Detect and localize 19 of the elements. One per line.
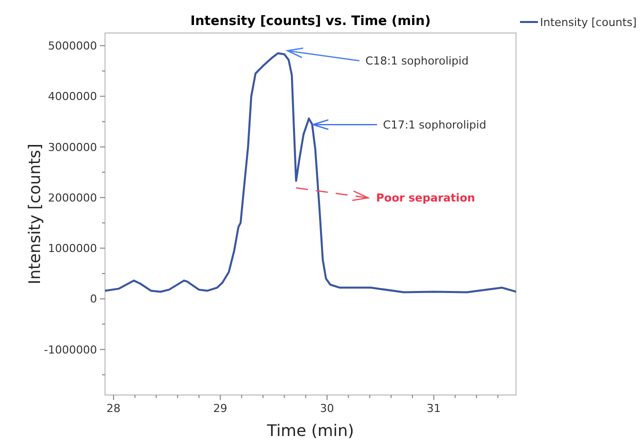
x-axis-title: Time (min) (266, 421, 354, 440)
y-tick-label: 5000000 (48, 40, 97, 53)
y-tick-label: 0 (90, 292, 97, 306)
x-tick-label: 30 (320, 402, 334, 415)
y-tick-label: 1000000 (48, 242, 97, 256)
annotation: C18:1 sophorolipid (365, 54, 469, 68)
annotation: C17:1 sophorolipid (383, 118, 486, 132)
annotation: Poor separation (376, 192, 476, 205)
legend-label: Intensity [counts] (540, 16, 637, 29)
y-tick-label: 2000000 (48, 191, 97, 204)
y-tick-label: -1000000 (44, 343, 97, 356)
line-series (105, 52, 516, 294)
y-axis-title: Intensity [counts] (25, 144, 44, 284)
x-tick-label: 31 (426, 402, 441, 415)
y-tick-label: 4000000 (48, 90, 97, 104)
x-tick-label: 29 (213, 402, 228, 415)
x-tick-label: 28 (106, 402, 121, 415)
chart-title: Intensity [counts] vs. Time (min) (190, 14, 431, 29)
y-tick-label: 3000000 (48, 140, 97, 154)
